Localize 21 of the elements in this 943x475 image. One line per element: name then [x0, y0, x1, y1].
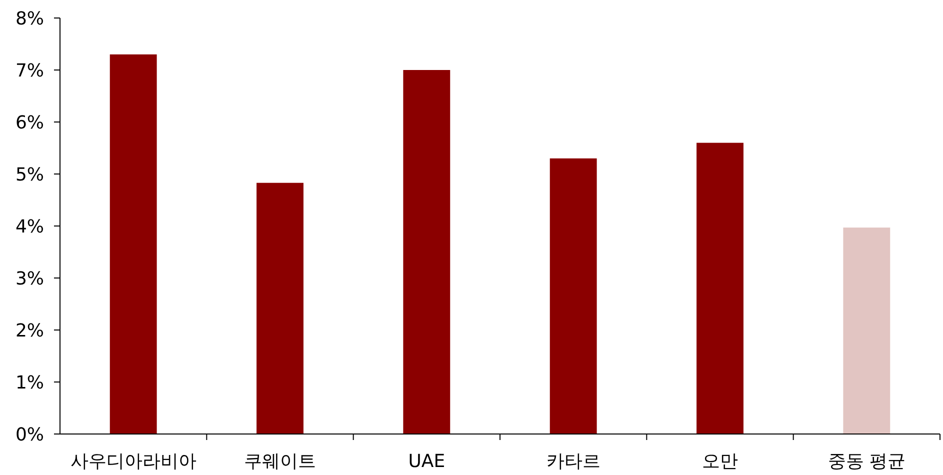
y-tick-label: 8% [15, 8, 44, 30]
y-tick-label: 2% [15, 320, 44, 342]
y-tick-label: 6% [15, 112, 44, 134]
y-tick-label: 3% [15, 268, 44, 290]
x-tick-label: 카타르 [546, 451, 600, 472]
y-tick-label: 7% [15, 60, 44, 82]
y-tick-label: 1% [15, 372, 44, 394]
y-tick-label: 5% [15, 164, 44, 186]
y-tick-label: 0% [15, 424, 44, 446]
x-tick-label: 중동 평균 [828, 451, 906, 472]
bar [550, 158, 597, 434]
x-tick-label: UAE [408, 451, 446, 472]
bar [110, 54, 157, 434]
bar [256, 182, 304, 434]
y-tick-label: 4% [15, 216, 44, 238]
bar [696, 142, 744, 434]
bar [403, 70, 450, 434]
x-tick-label: 사우디아라비아 [70, 451, 196, 472]
x-tick-label: 오만 [702, 451, 738, 472]
bar [843, 228, 890, 434]
x-tick-label: 쿠웨이트 [244, 451, 316, 472]
